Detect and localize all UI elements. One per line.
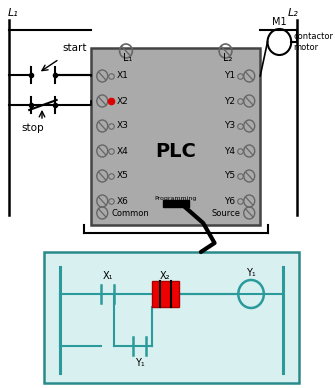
Text: Y4: Y4 [224,147,236,156]
Text: Y3: Y3 [224,121,236,130]
Text: X4: X4 [117,147,129,156]
Text: start: start [62,43,86,53]
Text: Y1: Y1 [224,71,236,80]
Text: X1: X1 [117,71,129,80]
Text: X₁: X₁ [103,271,113,281]
Bar [163,199,189,206]
Text: X5: X5 [117,171,129,180]
Text: L₂: L₂ [223,53,232,63]
Text: PLC: PLC [155,142,196,161]
Text: L₁: L₁ [7,8,18,18]
Text: M1: M1 [272,17,287,27]
Text: Y6: Y6 [224,196,236,206]
Text: Y5: Y5 [224,171,236,180]
Text: X₂: X₂ [160,271,171,281]
Text: stop: stop [22,123,45,133]
Text: Y₁: Y₁ [246,268,256,278]
Bar [151,281,179,307]
Text: X2: X2 [117,97,129,106]
Text: L₂: L₂ [288,8,298,18]
Text: Y2: Y2 [224,97,236,106]
Text: X3: X3 [117,121,129,130]
Text: Y₁: Y₁ [135,358,145,368]
Bar [91,48,260,225]
Text: Source: Source [211,208,240,218]
Bar [44,252,299,383]
Text: Programming
port: Programming port [154,196,197,207]
Text: L₁: L₁ [123,53,133,63]
Text: X6: X6 [117,196,129,206]
Text: contactor
motor: contactor motor [293,32,333,52]
Text: Common: Common [111,208,149,218]
